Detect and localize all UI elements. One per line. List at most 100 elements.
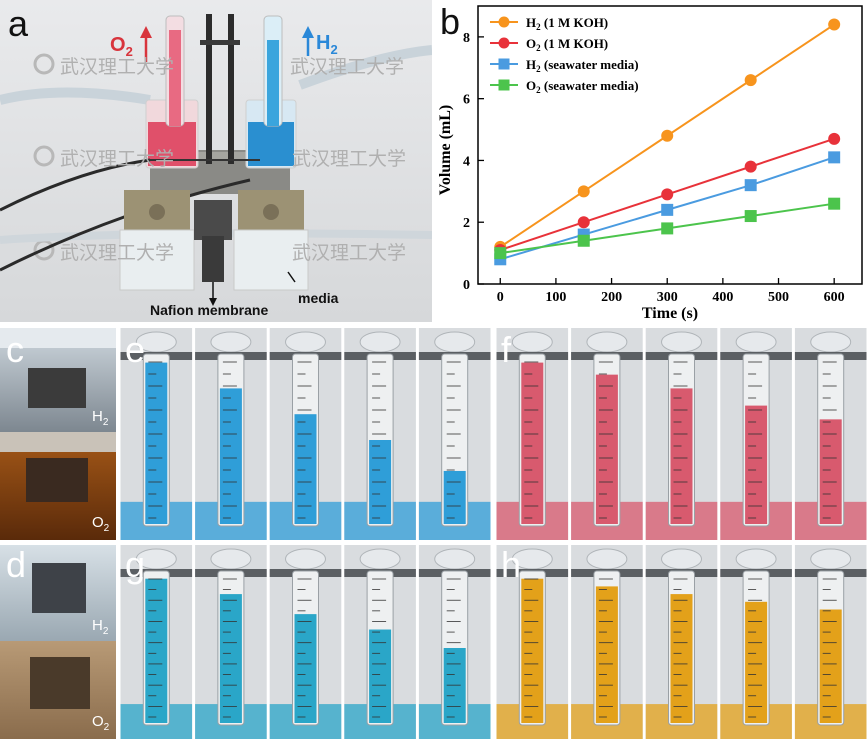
- tube-row: [119, 328, 492, 540]
- data-point: [577, 216, 590, 229]
- stopper: [586, 548, 628, 570]
- stopper: [359, 331, 401, 353]
- cylinder-frame: [418, 545, 491, 739]
- stopper: [285, 548, 326, 570]
- data-point: [494, 247, 507, 260]
- liquid-column: [819, 419, 842, 524]
- y-tick-label: 6: [463, 93, 470, 108]
- data-point: [828, 132, 841, 145]
- data-point: [494, 253, 507, 266]
- tube-row: [495, 328, 868, 540]
- legend-marker: [498, 16, 510, 28]
- cylinder-frame: [794, 328, 867, 540]
- data-point: [828, 197, 841, 210]
- cylinder-frame: [496, 328, 569, 540]
- cylinder-frame: [645, 545, 718, 739]
- nafion-membrane-label: Nafion membrane: [150, 302, 269, 318]
- watermark-text: 武汉理工大学: [60, 148, 175, 170]
- x-tick-label: 200: [601, 290, 622, 305]
- stopper: [210, 331, 252, 353]
- o2-label: O2: [92, 514, 110, 534]
- panel-label-d: d: [6, 545, 27, 585]
- panel-b-chart: b 0 100 200 300 400 500 600 0 2 4 6 8 H2 (1 M KOH) O…: [434, 0, 868, 322]
- o2-label: O2: [92, 713, 110, 733]
- stopper: [810, 548, 852, 570]
- data-point: [828, 18, 841, 31]
- liquid-column: [595, 374, 618, 524]
- liquid-column: [521, 362, 544, 524]
- data-point: [744, 210, 757, 223]
- x-tick-label: 300: [657, 290, 678, 305]
- stopper: [434, 548, 476, 570]
- panel-a-photo: a 武汉理工大学 武汉理工大学 武汉理工大学 武汉理工大学 武汉理工大学 武汉理…: [0, 0, 432, 322]
- x-tick-label: 0: [497, 290, 504, 305]
- x-tick-label: 600: [824, 290, 845, 305]
- liquid-column: [219, 388, 242, 524]
- panel-e-tubes: e: [119, 328, 492, 540]
- data-point: [661, 129, 674, 142]
- legend-label: H2 (1 M KOH): [526, 15, 608, 32]
- y-axis-label: Volume (mL): [437, 105, 454, 196]
- cylinder-frame: [794, 545, 867, 739]
- panel-label-e: e: [125, 329, 146, 370]
- cylinder-frame: [496, 545, 569, 739]
- cylinder-photo-strip: [496, 328, 867, 540]
- legend-marker: [498, 37, 510, 49]
- x-axis-label: Time (s): [642, 305, 698, 322]
- electrolyzer-illustration: [0, 0, 432, 322]
- stopper: [661, 331, 702, 353]
- cylinder-photo-strip: [120, 328, 491, 540]
- stopper: [810, 331, 852, 353]
- panel-label-g: g: [125, 545, 146, 585]
- panel-g-tubes: g: [119, 545, 492, 739]
- cylinder-frame: [269, 545, 342, 739]
- data-point: [744, 74, 757, 87]
- tube-row: [119, 545, 492, 739]
- y-tick-label: 2: [463, 216, 470, 231]
- stopper: [210, 548, 252, 570]
- panel-c-photo: c H2 O2: [0, 328, 116, 540]
- data-point: [744, 160, 757, 173]
- cylinder-frame: [195, 328, 267, 540]
- cylinder-frame: [344, 328, 416, 540]
- o2-gas-label: O2: [110, 34, 133, 59]
- watermark-text: 武汉理工大学: [290, 56, 405, 78]
- h2-label: H2: [92, 408, 109, 428]
- y-tick-label: 4: [463, 154, 470, 169]
- panel-f-tubes: f: [495, 328, 868, 540]
- data-point: [661, 188, 674, 201]
- liquid-column: [145, 362, 168, 524]
- cylinder-photo-strip: [120, 545, 491, 739]
- tube-row: [495, 545, 868, 739]
- panel-label-h: h: [501, 545, 522, 585]
- stopper: [511, 331, 553, 353]
- panel-label-c: c: [6, 329, 24, 370]
- watermark-text: 武汉理工大学: [60, 242, 175, 264]
- panel-d-photo: d H2 O2: [0, 545, 116, 739]
- x-tick-label: 400: [712, 290, 733, 305]
- data-point: [661, 222, 674, 235]
- h2-gas-label: H2: [316, 32, 338, 57]
- stopper: [735, 331, 777, 353]
- data-point: [577, 234, 590, 247]
- cylinder-frame: [195, 545, 267, 739]
- data-point: [828, 151, 841, 164]
- liquid-column: [670, 388, 693, 524]
- panel-h-tubes: h: [495, 545, 868, 739]
- cylinder-frame: [418, 328, 491, 540]
- panel-label-a: a: [8, 3, 29, 44]
- cylinder-frame: [720, 328, 792, 540]
- data-point: [661, 203, 674, 216]
- cylinder-frame: [645, 328, 718, 540]
- legend-label: H2 (seawater media): [526, 57, 639, 74]
- liquid-column: [369, 629, 392, 723]
- watermark-text: 武汉理工大学: [60, 56, 175, 78]
- cylinder-frame: [571, 545, 643, 739]
- liquid-column: [670, 594, 693, 723]
- stopper: [586, 331, 628, 353]
- cylinder-frame: [344, 545, 416, 739]
- cylinder-frame: [720, 545, 792, 739]
- h2-label: H2: [92, 617, 109, 637]
- liquid-column: [819, 609, 842, 723]
- panel-label-f: f: [501, 329, 512, 370]
